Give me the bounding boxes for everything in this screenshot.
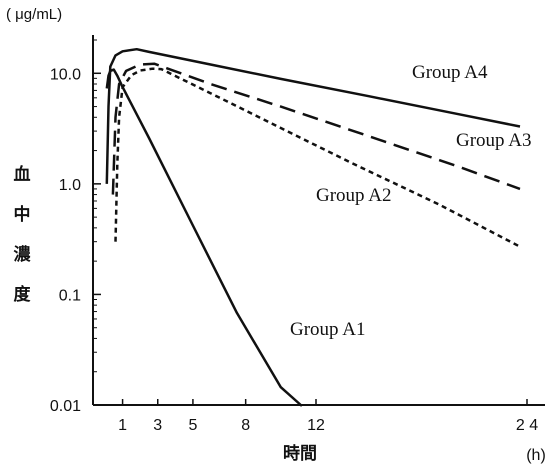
y-tick-label: 1.0 (59, 177, 81, 194)
x-tick-label: 3 (153, 417, 162, 434)
y-axis-unit: ( μg/mL) (6, 6, 62, 23)
y-tick-label: 10.0 (50, 66, 81, 83)
series-line-1 (105, 68, 303, 407)
x-tick-label: 1 (118, 417, 127, 434)
series-label-4: Group A4 (412, 62, 488, 83)
series-line-2 (114, 67, 521, 248)
y-tick-label: 0.01 (50, 398, 81, 415)
series-lines (105, 47, 521, 407)
x-axis-title: 時間 (283, 443, 317, 464)
x-tick-label: 8 (241, 417, 250, 434)
x-tick-label: 12 (307, 417, 325, 434)
series-label-2: Group A2 (316, 185, 391, 206)
series-labels: Group A4 Group A3 Group A2 Group A1 (290, 62, 531, 340)
series-line-4 (105, 47, 521, 184)
y-axis-ticks: 10.0 1.0 0.1 0.01 (50, 39, 101, 415)
series-label-3: Group A3 (456, 130, 531, 151)
y-axis-title-char: 中 (14, 204, 31, 225)
x-tick-label: 2 4 (516, 417, 538, 434)
x-axis-ticks: 1 3 5 8 12 2 4 (118, 399, 538, 434)
series-line-3 (111, 62, 521, 195)
x-axis-unit: (h) (526, 447, 546, 464)
y-tick-label: 0.1 (59, 287, 81, 304)
x-tick-label: 5 (188, 417, 197, 434)
y-axis-title-char: 血 (14, 164, 31, 185)
series-label-1: Group A1 (290, 319, 365, 340)
y-axis-title-char: 度 (14, 284, 32, 305)
y-axis-title-char: 濃 (14, 244, 32, 265)
